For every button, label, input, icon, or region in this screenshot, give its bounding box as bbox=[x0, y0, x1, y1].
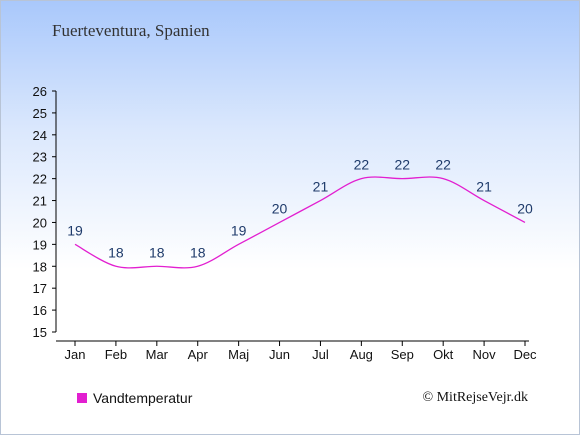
legend-label: Vandtemperatur bbox=[93, 390, 193, 406]
data-label: 19 bbox=[67, 222, 83, 238]
x-tick-label: Dec bbox=[513, 347, 537, 362]
data-label: 20 bbox=[517, 200, 533, 216]
data-label: 21 bbox=[476, 179, 492, 195]
data-label: 22 bbox=[354, 157, 370, 173]
x-tick-label: Mar bbox=[146, 347, 169, 362]
y-tick-label: 17 bbox=[33, 281, 47, 296]
y-tick-label: 15 bbox=[33, 325, 47, 340]
y-tick-label: 23 bbox=[33, 150, 47, 165]
y-tick-label: 21 bbox=[33, 194, 47, 209]
legend: Vandtemperatur bbox=[77, 390, 192, 406]
data-label: 22 bbox=[435, 157, 451, 173]
data-label: 20 bbox=[272, 200, 288, 216]
data-label: 18 bbox=[108, 244, 124, 260]
data-label: 19 bbox=[231, 222, 247, 238]
y-tick-label: 16 bbox=[33, 303, 47, 318]
y-tick-label: 18 bbox=[33, 259, 47, 274]
x-tick-label: Jul bbox=[312, 347, 329, 362]
copyright-text: © MitRejseVejr.dk bbox=[422, 390, 528, 405]
data-label: 18 bbox=[190, 244, 206, 260]
data-label: 22 bbox=[394, 157, 410, 173]
data-label: 18 bbox=[149, 244, 165, 260]
x-tick-label: Jun bbox=[269, 347, 290, 362]
chart-title: Fuerteventura, Spanien bbox=[52, 21, 210, 40]
x-tick-label: Aug bbox=[350, 347, 373, 362]
legend-swatch bbox=[77, 393, 87, 403]
x-tick-label: Apr bbox=[188, 347, 209, 362]
y-tick-label: 20 bbox=[33, 215, 47, 230]
x-tick-label: Okt bbox=[433, 347, 454, 362]
y-tick-label: 25 bbox=[33, 106, 47, 121]
y-tick-label: 22 bbox=[33, 172, 47, 187]
x-tick-label: Nov bbox=[473, 347, 497, 362]
y-tick-label: 19 bbox=[33, 237, 47, 252]
x-tick-label: Sep bbox=[391, 347, 414, 362]
x-tick-label: Jan bbox=[65, 347, 86, 362]
y-tick-label: 24 bbox=[33, 128, 47, 143]
series-line bbox=[74, 176, 526, 269]
data-label: 21 bbox=[313, 179, 329, 195]
x-tick-label: Feb bbox=[105, 347, 127, 362]
x-tick-label: Maj bbox=[228, 347, 249, 362]
y-tick-label: 26 bbox=[33, 84, 47, 99]
